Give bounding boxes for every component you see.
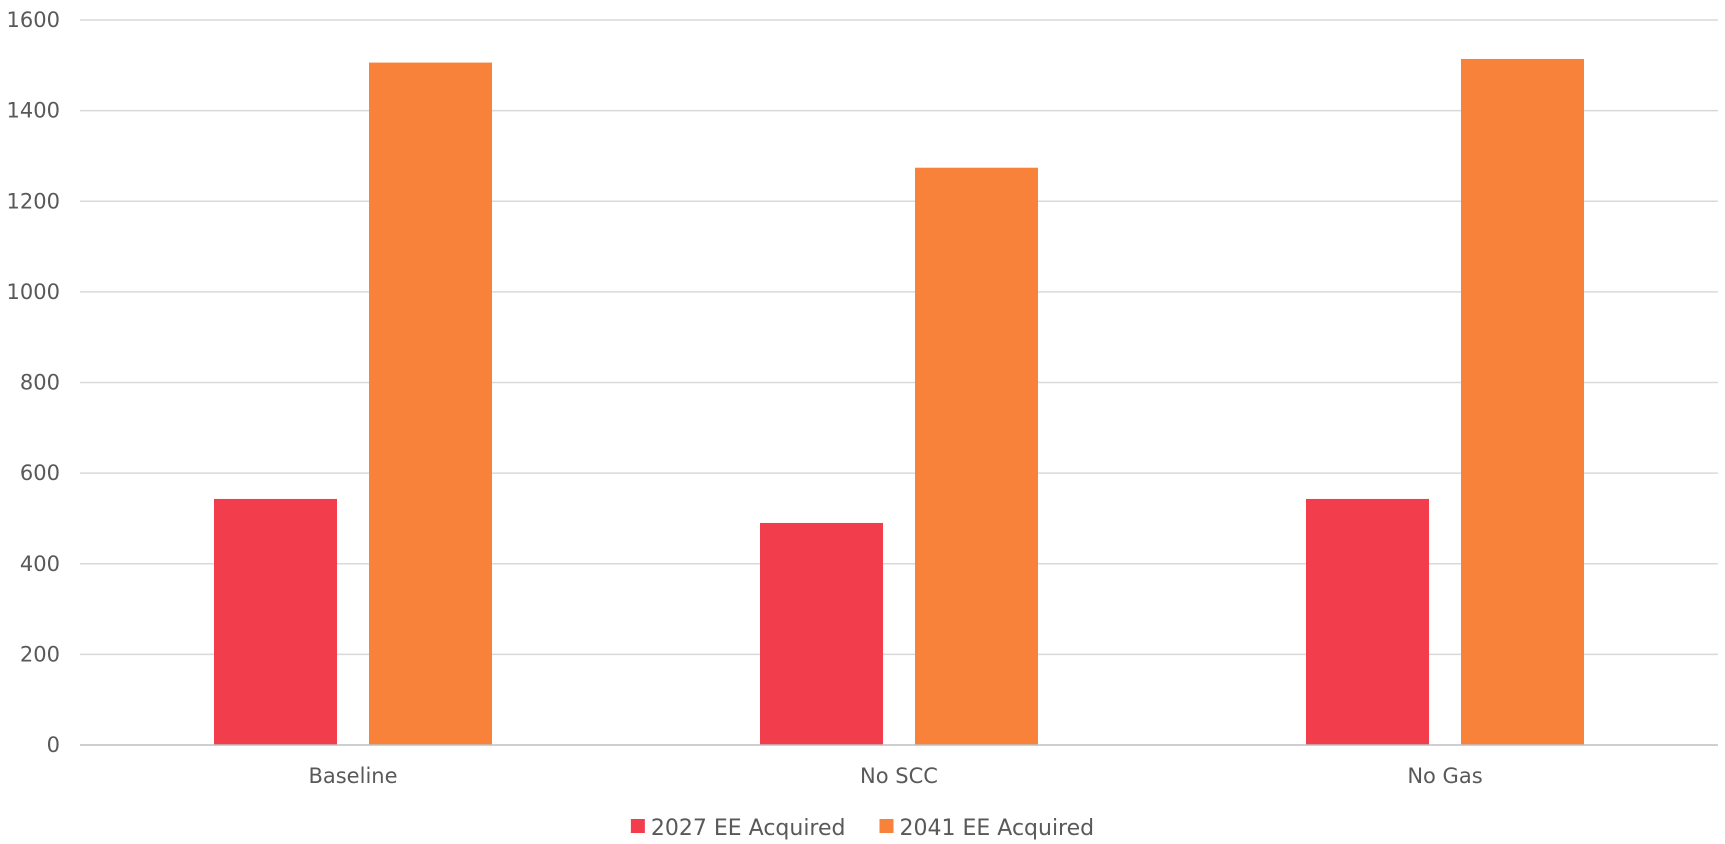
y-tick-label: 800 <box>20 371 60 395</box>
x-axis-category-labels: Baseline No SCC No Gas <box>308 764 1482 788</box>
bar-2041-baseline <box>369 62 492 745</box>
x-category-label: Baseline <box>308 764 397 788</box>
bar-2041-no-gas <box>1461 58 1584 745</box>
legend-swatch <box>879 819 894 833</box>
y-tick-label: 200 <box>20 642 60 666</box>
bar-2027-no-gas <box>1306 498 1429 745</box>
bar-2027-baseline <box>214 498 337 745</box>
x-category-label: No Gas <box>1407 764 1482 788</box>
y-tick-label: 1600 <box>7 8 60 32</box>
y-tick-label: 0 <box>47 733 60 757</box>
bar-2041-no-scc <box>915 167 1038 745</box>
legend-label: 2041 EE Acquired <box>900 816 1095 841</box>
y-tick-label: 1000 <box>7 280 60 304</box>
bar-2027-no-scc <box>760 522 883 745</box>
legend-swatch <box>630 819 645 833</box>
legend: 2027 EE Acquired 2041 EE Acquired <box>630 816 1095 841</box>
y-tick-label: 1400 <box>7 99 60 123</box>
gridlines <box>80 19 1718 656</box>
bars <box>214 58 1584 745</box>
y-tick-label: 400 <box>20 552 60 576</box>
x-category-label: No SCC <box>860 764 938 788</box>
y-tick-label: 600 <box>20 461 60 485</box>
y-axis-tick-labels: 0 200 400 600 800 1000 1200 1400 1600 <box>7 8 60 757</box>
legend-label: 2027 EE Acquired <box>651 816 846 841</box>
y-tick-label: 1200 <box>7 189 60 213</box>
